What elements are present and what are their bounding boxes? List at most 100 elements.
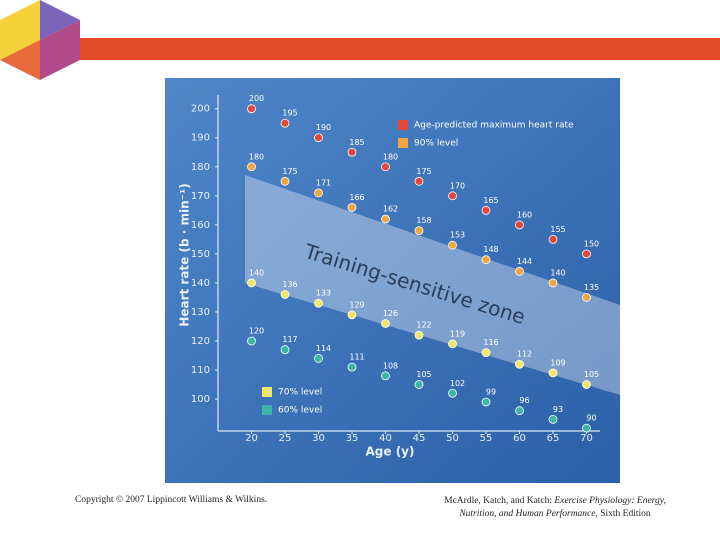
x-tick-label: 55 xyxy=(480,433,493,444)
point xyxy=(414,226,424,236)
data-label: 99 xyxy=(486,387,496,396)
data-label: 170 xyxy=(450,181,465,190)
point xyxy=(347,203,357,212)
data-label: 111 xyxy=(349,353,364,362)
data-label: 129 xyxy=(349,300,364,309)
point xyxy=(381,162,390,172)
point xyxy=(481,205,491,215)
point xyxy=(548,368,558,378)
legend-swatch xyxy=(262,405,272,415)
data-label: 150 xyxy=(584,239,599,248)
copyright: Copyright © 2007 Lippincott Williams & W… xyxy=(75,495,268,505)
citation-title: Exercise Physiology: Energy, Nutrition, … xyxy=(459,496,666,519)
x-tick-label: 35 xyxy=(346,433,359,444)
data-label: 140 xyxy=(550,268,565,277)
point xyxy=(448,191,457,201)
data-label: 148 xyxy=(483,245,498,254)
y-tick-label: 120 xyxy=(191,336,210,347)
legend-swatch xyxy=(398,120,408,130)
point xyxy=(247,278,256,288)
legend-label: 70% level xyxy=(278,388,322,398)
data-label: 135 xyxy=(584,283,599,292)
data-label: 136 xyxy=(282,280,297,289)
point xyxy=(314,354,323,363)
y-tick-label: 110 xyxy=(191,365,210,376)
point xyxy=(381,371,390,381)
data-label: 158 xyxy=(416,216,431,225)
point xyxy=(280,176,290,186)
data-label: 105 xyxy=(416,370,431,379)
citation: McArdle, Katch, and Katch: Exercise Phys… xyxy=(430,495,680,521)
y-axis-label: Heart rate (b · min⁻¹) xyxy=(178,183,192,326)
point xyxy=(347,310,357,320)
data-label: 120 xyxy=(249,326,264,335)
data-label: 153 xyxy=(450,231,465,240)
legend-label: 60% level xyxy=(278,406,322,416)
data-label: 200 xyxy=(249,94,264,103)
data-label: 160 xyxy=(517,210,532,219)
data-label: 195 xyxy=(282,109,297,118)
data-label: 133 xyxy=(316,289,331,298)
header-bar xyxy=(0,38,720,60)
y-tick-label: 100 xyxy=(191,394,210,405)
point xyxy=(548,278,558,288)
point xyxy=(280,290,290,299)
data-label: 90 xyxy=(586,414,596,423)
point xyxy=(247,336,256,346)
data-label: 175 xyxy=(282,167,297,176)
data-label: 144 xyxy=(517,257,532,266)
data-label: 119 xyxy=(450,329,465,338)
point xyxy=(548,234,558,244)
point xyxy=(582,249,591,259)
point xyxy=(414,330,424,340)
point xyxy=(247,104,256,114)
x-tick-label: 20 xyxy=(245,433,258,444)
point xyxy=(515,359,524,369)
chart-background xyxy=(165,78,620,483)
data-label: 180 xyxy=(383,152,398,161)
data-label: 190 xyxy=(316,123,331,132)
data-label: 140 xyxy=(249,268,264,277)
point xyxy=(548,414,558,424)
point xyxy=(582,423,591,433)
point xyxy=(314,133,323,143)
point xyxy=(448,240,457,250)
point xyxy=(280,345,290,355)
data-label: 166 xyxy=(349,193,364,202)
point xyxy=(582,380,591,389)
y-tick-label: 160 xyxy=(191,220,210,231)
point xyxy=(481,255,491,265)
legend-label: Age-predicted maximum heart rate xyxy=(414,121,574,131)
point xyxy=(481,397,491,407)
data-label: 162 xyxy=(383,205,398,214)
data-label: 96 xyxy=(519,396,529,405)
x-tick-label: 45 xyxy=(413,433,426,444)
data-label: 102 xyxy=(450,379,465,388)
x-tick-label: 25 xyxy=(279,433,292,444)
data-label: 185 xyxy=(349,138,364,147)
data-label: 93 xyxy=(553,405,563,414)
data-label: 155 xyxy=(550,225,565,234)
data-label: 108 xyxy=(383,361,398,370)
point xyxy=(448,339,457,349)
point xyxy=(347,147,357,157)
data-label: 122 xyxy=(416,321,431,330)
y-tick-label: 150 xyxy=(191,249,210,260)
logo xyxy=(0,0,80,80)
data-label: 112 xyxy=(517,350,532,359)
point xyxy=(381,319,390,328)
point xyxy=(414,176,424,186)
data-label: 116 xyxy=(483,338,498,347)
point xyxy=(414,380,424,389)
y-tick-label: 200 xyxy=(191,104,210,115)
data-label: 175 xyxy=(416,167,431,176)
point xyxy=(381,214,390,224)
x-tick-label: 30 xyxy=(312,433,325,444)
point xyxy=(280,118,290,128)
citation-authors: McArdle, Katch, and Katch: xyxy=(444,496,555,506)
point xyxy=(515,406,524,416)
citation-edition: Sixth Edition xyxy=(600,509,651,519)
point xyxy=(247,162,256,172)
